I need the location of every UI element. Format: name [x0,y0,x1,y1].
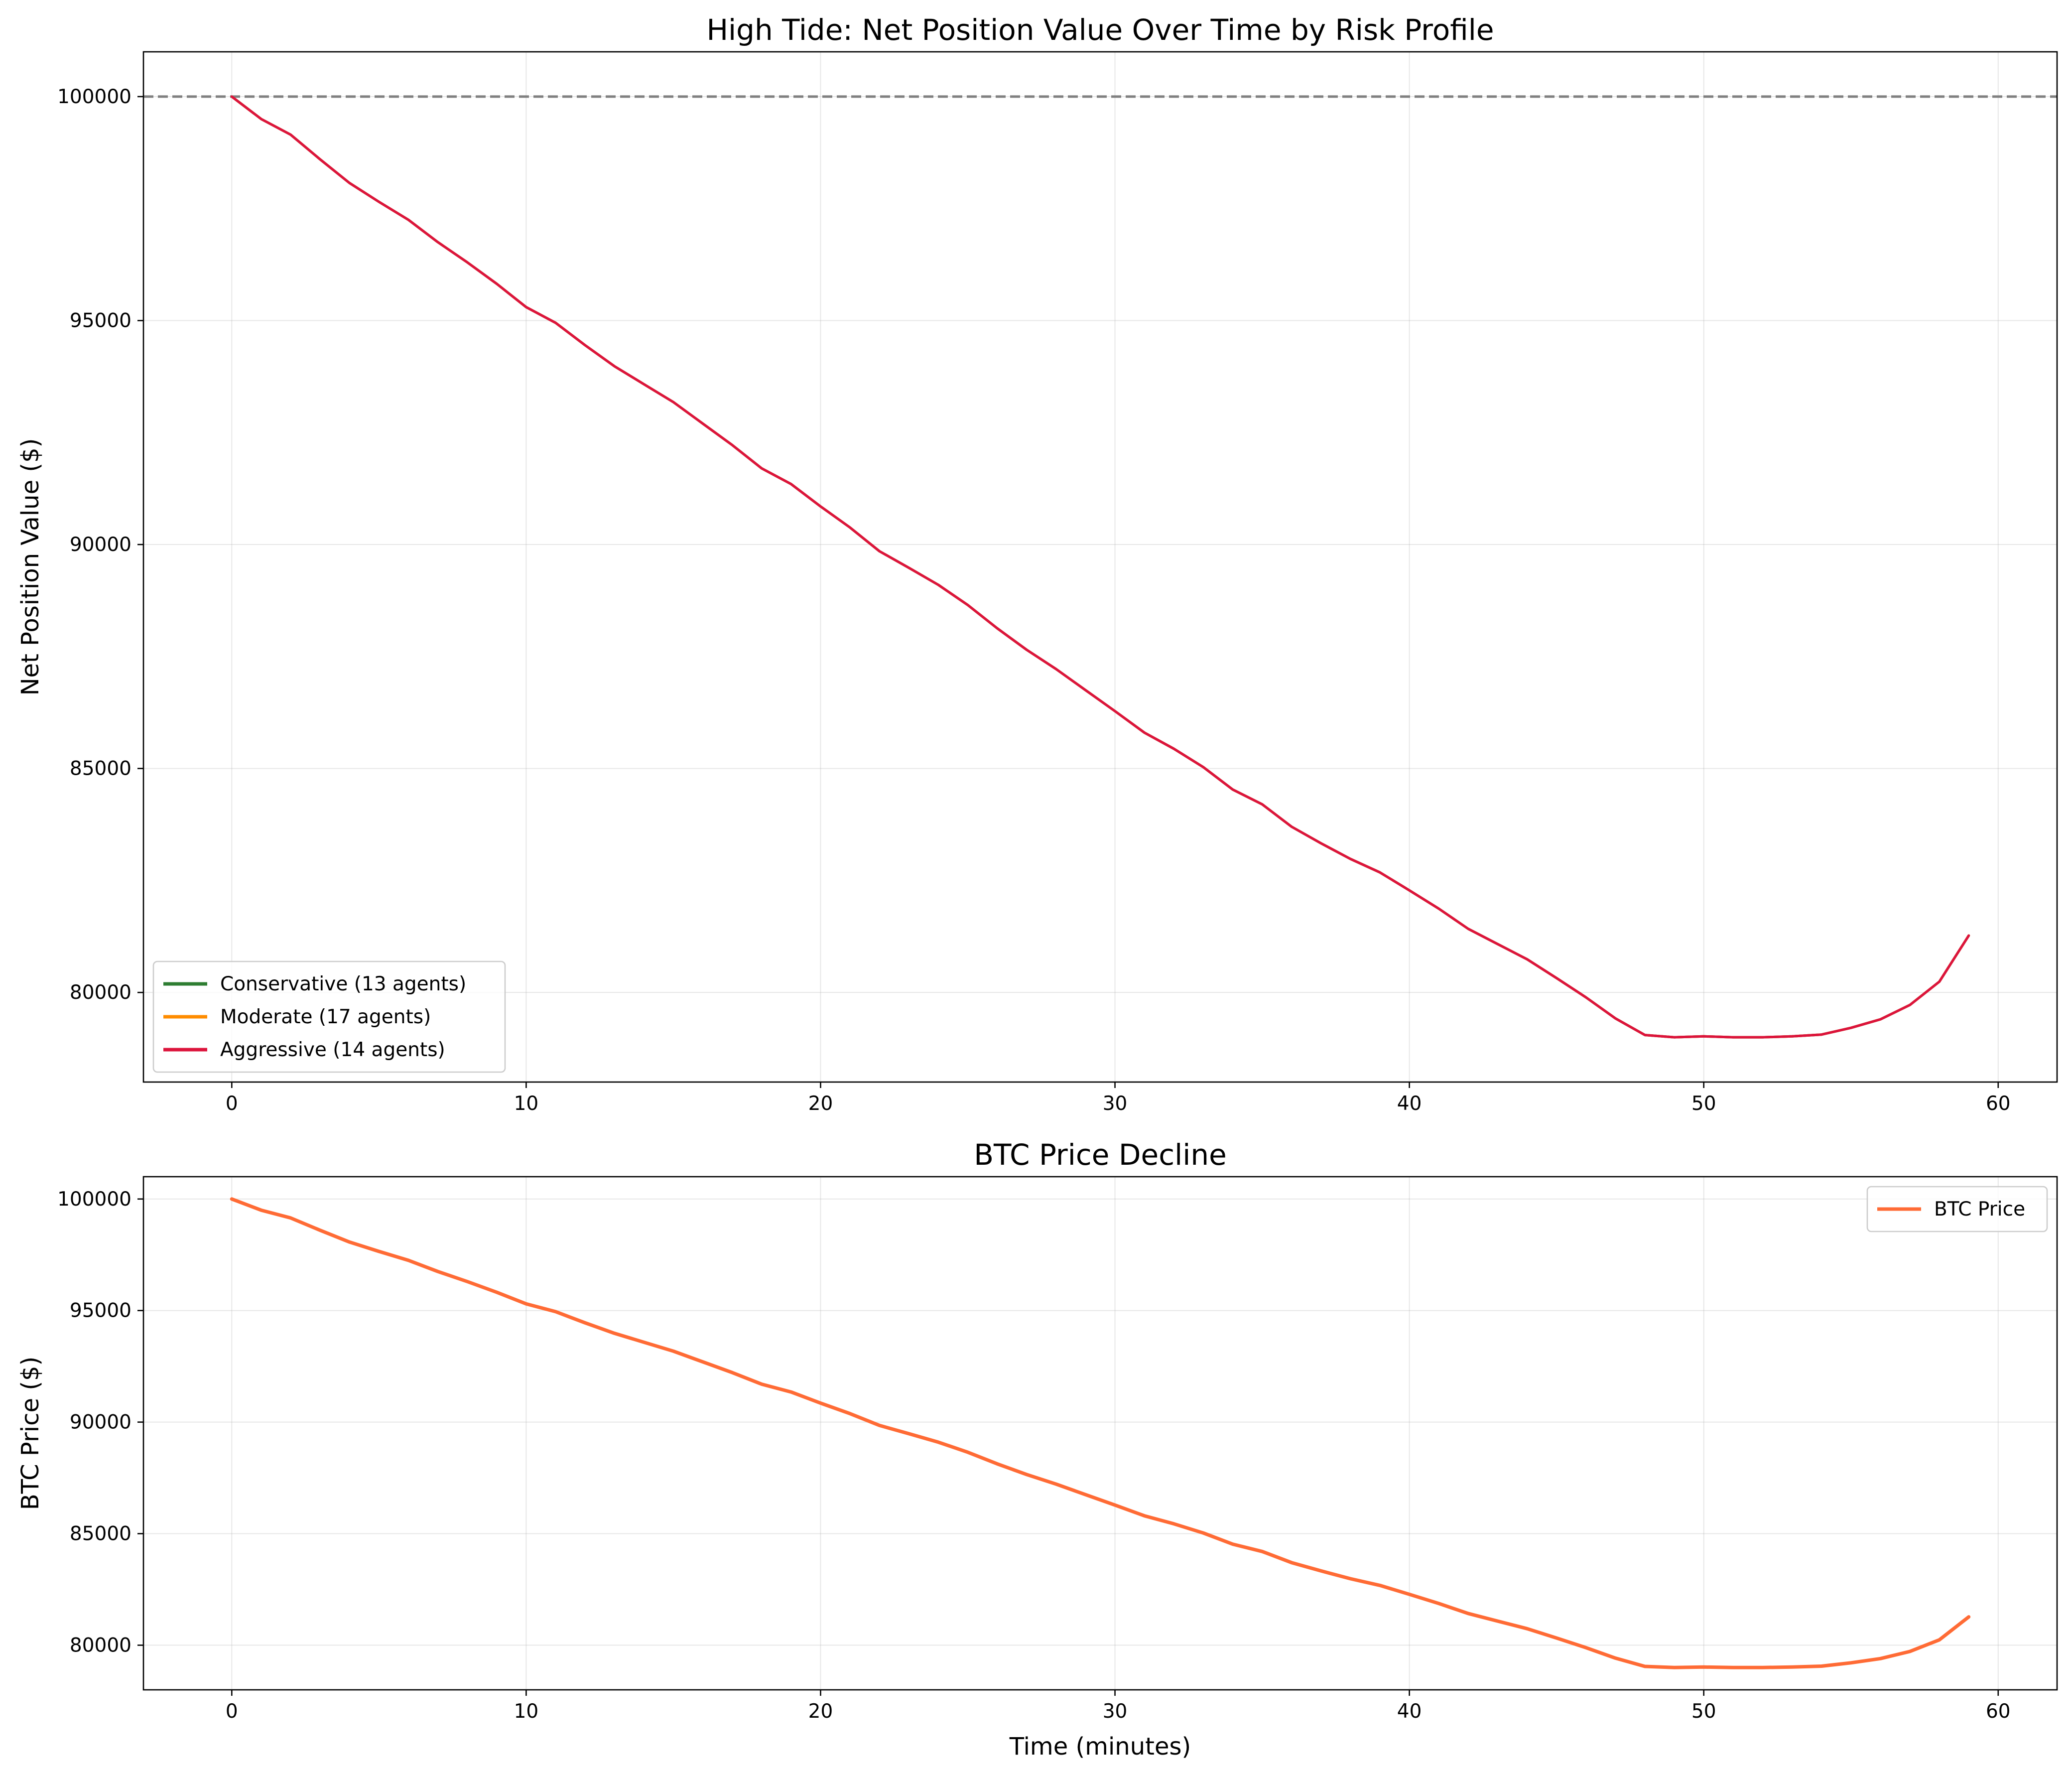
y-tick-label: 80000 [70,1634,131,1656]
plot-frame [142,51,2058,1083]
y-axis-label: Net Position Value ($) [16,438,44,696]
legend-box [1866,1186,2048,1232]
x-tick-label: 40 [1397,1093,1422,1115]
x-tick-label: 50 [1691,1093,1716,1115]
legend: BTC Price [1866,1186,2048,1232]
y-tick-label: 80000 [70,981,131,1004]
x-tick-label: 60 [1986,1093,2011,1115]
y-tick-label: 95000 [70,309,131,332]
x-tick-label: 60 [1986,1700,2011,1723]
legend: Conservative (13 agents) Moderate (17 age… [152,960,506,1073]
y-tick-label: 100000 [57,1188,131,1211]
series-line-2 [230,95,1970,1039]
x-tick-label: 20 [808,1093,833,1115]
legend-box [152,960,506,1073]
ticks: 0 10 20 30 40 50 60 80000 85000 90000 95000 100000 [57,1188,2010,1723]
y-tick-label: 90000 [70,1411,131,1434]
series-line-0 [230,1197,1971,1669]
y-tick-label: 85000 [70,1523,131,1545]
legend-label: BTC Price [1934,1198,2025,1221]
grid [143,1177,2057,1690]
ticks: 0 10 20 30 40 50 60 80000 85000 90000 95000 100000 [57,86,2010,1115]
legend-label: Moderate (17 agents) [220,1006,431,1028]
x-tick-label: 10 [514,1700,539,1723]
x-tick-label: 0 [226,1093,238,1115]
y-axis-label: BTC Price ($) [16,1357,44,1510]
net-position-panel: 0 10 20 30 40 50 6080000850009000095000100000 … [16,13,2058,1115]
legend-label: Aggressive (14 agents) [220,1039,445,1061]
x-tick-label: 30 [1103,1093,1128,1115]
y-tick-label: 85000 [70,758,131,780]
x-axis-label: Time (minutes) [1009,1733,1191,1761]
y-tick-label: 100000 [57,86,131,108]
series-layer [230,1197,1971,1669]
series-layer [230,95,1970,1039]
legend-label: Conservative (13 agents) [220,973,466,995]
chart-title: High Tide: Net Position Value Over Time … [706,13,1494,47]
x-tick-label: 0 [226,1700,238,1723]
x-tick-label: 30 [1103,1700,1128,1723]
x-tick-label: 50 [1691,1700,1716,1723]
btc-price-panel: 0 10 20 30 40 50 6080000850009000095000100000 … [16,1138,2058,1761]
plot-frame [142,1176,2058,1691]
x-tick-label: 20 [808,1700,833,1723]
y-tick-label: 90000 [70,534,131,556]
chart-title: BTC Price Decline [974,1138,1227,1172]
x-tick-label: 40 [1397,1700,1422,1723]
x-tick-label: 10 [514,1093,539,1115]
y-tick-label: 95000 [70,1300,131,1322]
